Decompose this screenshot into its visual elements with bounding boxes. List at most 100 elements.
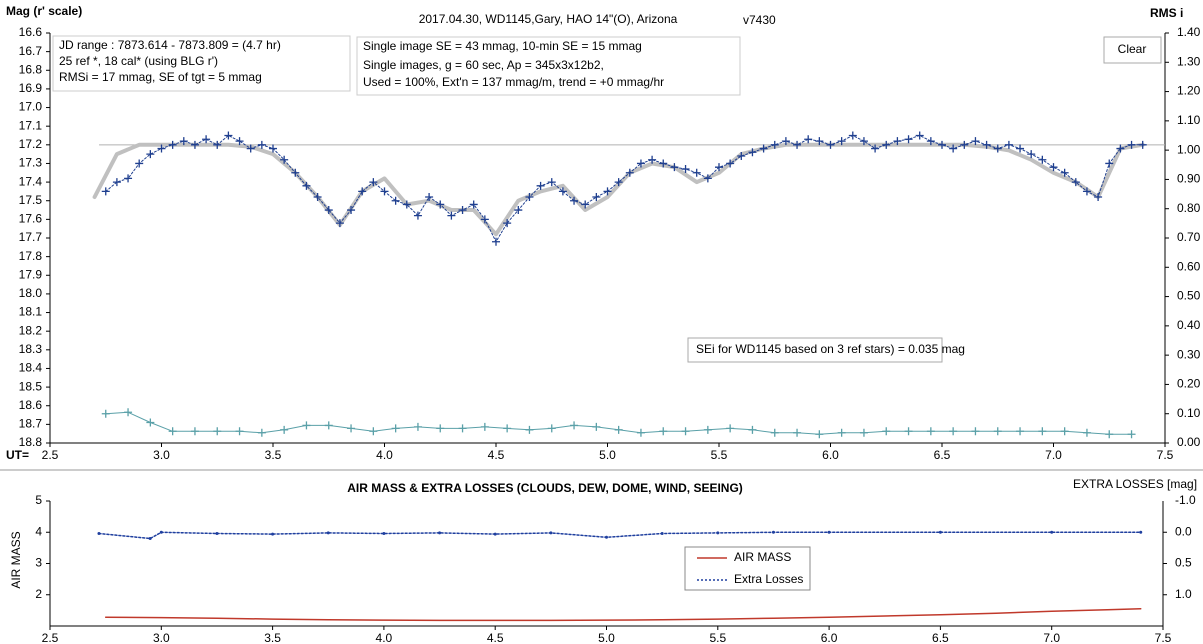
- x-tick-label: 4.0: [376, 631, 393, 644]
- chart-subtitle: v7430: [743, 13, 776, 27]
- data-point: [124, 408, 133, 417]
- data-point: [715, 163, 723, 172]
- data-point: [1127, 140, 1136, 149]
- data-point: [1082, 428, 1091, 437]
- data-point: [871, 144, 880, 153]
- y2-tick-label: 0.90: [1177, 172, 1201, 186]
- y-tick-label: 18.0: [19, 286, 43, 300]
- clear-button[interactable]: [1103, 36, 1162, 64]
- y-tick-label: 18.3: [19, 342, 43, 356]
- data-point: [726, 159, 735, 168]
- series-line: [104, 608, 1142, 622]
- y-tick-label: 16.6: [19, 25, 43, 39]
- data-point: [681, 165, 690, 174]
- data-point: [793, 140, 802, 149]
- clear-button-label[interactable]: Clear: [1118, 42, 1147, 56]
- data-point: [536, 181, 545, 190]
- data-point: [726, 424, 735, 433]
- data-point: [605, 535, 608, 539]
- series-line: [105, 135, 1144, 243]
- y-tick-label: 17.9: [19, 267, 43, 281]
- data-point: [648, 155, 657, 164]
- data-point: [402, 200, 411, 209]
- y-tick-label: 17.5: [19, 193, 43, 207]
- data-point: [391, 424, 400, 433]
- data-point: [492, 237, 500, 246]
- data-point: [703, 425, 712, 434]
- data-point: [480, 422, 489, 431]
- y2-tick-label: 1.10: [1177, 113, 1201, 127]
- y-tick-label: 18.7: [19, 417, 43, 431]
- x-tick-label: 2.5: [42, 631, 59, 644]
- y-tick-label: 17.3: [19, 156, 43, 170]
- data-point: [480, 215, 489, 224]
- data-point: [592, 422, 601, 431]
- x-tick-label: 3.5: [265, 448, 282, 462]
- data-point: [525, 425, 534, 434]
- data-point: [1116, 144, 1125, 153]
- data-point: [458, 424, 467, 433]
- legend: [684, 546, 811, 591]
- legend-label: AIR MASS: [734, 550, 791, 564]
- x-tick-label: 4.0: [376, 448, 393, 462]
- data-point: [380, 187, 389, 196]
- info-line: 25 ref *, 18 cal* (using BLG r'): [59, 54, 218, 68]
- y-tick-label: 17.7: [19, 230, 43, 244]
- y2-tick-label: 0.30: [1177, 347, 1201, 361]
- data-point: [1060, 168, 1069, 177]
- data-point: [982, 140, 991, 149]
- y2-axis-label: EXTRA LOSSES [mag]: [1073, 477, 1197, 491]
- y-tick-label: 17.1: [19, 118, 43, 132]
- data-point: [124, 174, 133, 183]
- data-point: [1049, 163, 1058, 172]
- data-point: [826, 140, 835, 149]
- data-point: [793, 428, 802, 437]
- data-point: [369, 427, 378, 436]
- y-tick-label: 3: [35, 556, 42, 570]
- annotation-box: [687, 337, 943, 363]
- y-tick-label: 18.5: [19, 379, 43, 393]
- x-axis-label: UT=: [6, 448, 29, 462]
- data-point: [770, 428, 779, 437]
- data-point: [692, 168, 701, 177]
- data-point: [280, 155, 289, 164]
- data-point: [625, 168, 634, 177]
- x-tick-label: 3.5: [264, 631, 281, 644]
- data-point: [246, 144, 255, 153]
- data-point: [592, 193, 601, 201]
- data-point: [993, 144, 1002, 153]
- y-axis-label: Mag (r' scale): [6, 4, 82, 18]
- data-point: [514, 206, 523, 215]
- data-point: [159, 530, 163, 534]
- chart-title: 2017.04.30, WD1145,Gary, HAO 14"(O), Ari…: [419, 12, 678, 26]
- data-point: [926, 137, 935, 146]
- x-tick-label: 7.5: [1157, 448, 1174, 462]
- y-tick-label: 16.9: [19, 81, 43, 95]
- data-point: [1016, 427, 1025, 436]
- data-point: [271, 532, 275, 536]
- data-point: [148, 537, 152, 540]
- y2-tick-label: 0.0: [1175, 524, 1192, 538]
- data-point: [815, 137, 824, 146]
- data-point: [603, 187, 612, 196]
- data-point: [926, 427, 935, 436]
- x-tick-label: 3.0: [153, 448, 170, 462]
- info-line: JD range : 7873.614 - 7873.809 = (4.7 hr…: [59, 38, 281, 52]
- data-point: [759, 144, 768, 153]
- data-point: [570, 421, 579, 430]
- data-point: [882, 427, 891, 436]
- y2-tick-label: 1.0: [1175, 587, 1192, 601]
- data-point: [882, 140, 891, 149]
- x-tick-label: 6.0: [821, 631, 838, 644]
- data-point: [837, 137, 846, 146]
- data-point: [425, 193, 434, 201]
- data-point: [146, 418, 155, 427]
- y-tick-label: 18.8: [19, 435, 43, 449]
- data-point: [636, 159, 645, 168]
- data-point: [369, 178, 378, 187]
- data-point: [458, 206, 467, 215]
- data-point: [157, 144, 166, 153]
- data-point: [614, 178, 623, 187]
- y2-tick-label: 0.00: [1177, 435, 1201, 449]
